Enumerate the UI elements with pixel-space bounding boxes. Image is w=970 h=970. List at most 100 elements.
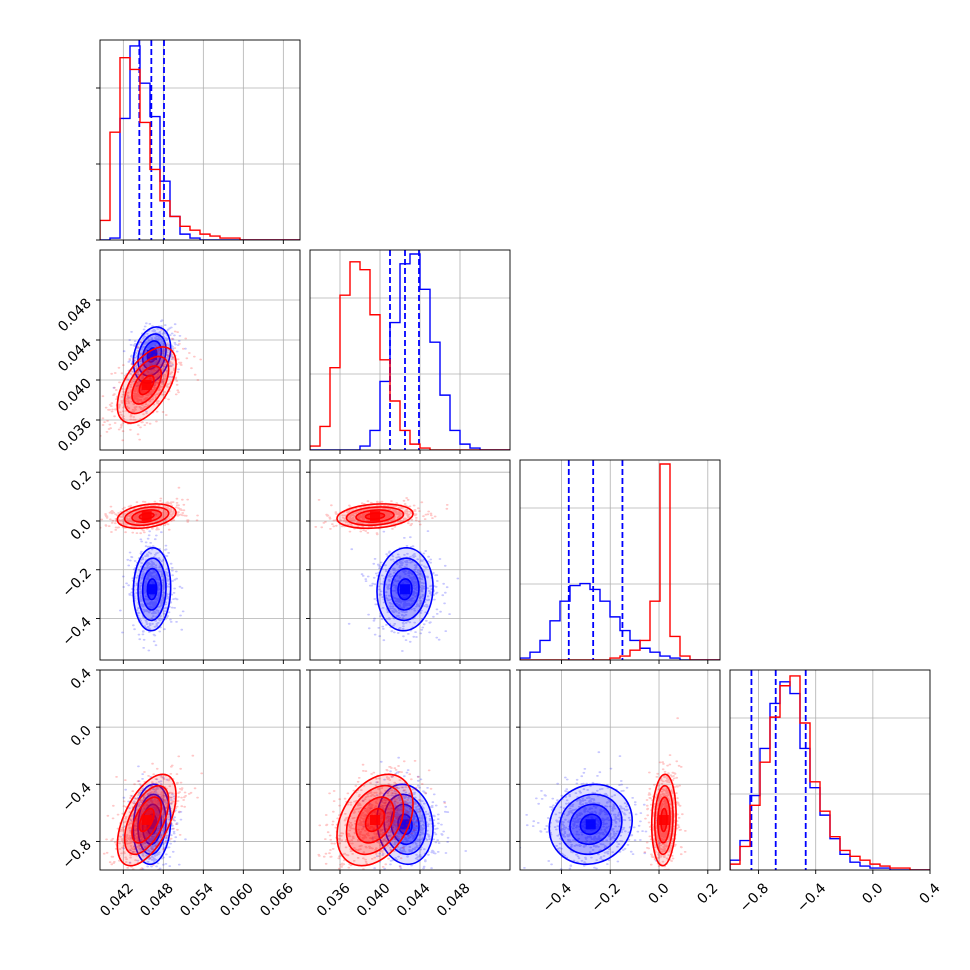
- density-peak-blue: [400, 819, 410, 830]
- density-peak-red: [141, 815, 152, 825]
- contour-red: [650, 773, 677, 867]
- x-tick-label: 0.048: [434, 880, 474, 920]
- contour-blue: [383, 557, 427, 622]
- histogram-red: [310, 261, 510, 450]
- x-tick-label: 0.2: [694, 880, 721, 907]
- x-tick-label: 0.4: [917, 880, 944, 907]
- panel-3-2: −0.4 −0.2 0.0 0.2: [516, 669, 721, 916]
- contour-red: [131, 509, 163, 523]
- histogram-blue: [100, 45, 300, 240]
- density-peak-red: [658, 815, 669, 825]
- histogram-blue: [310, 253, 510, 450]
- contour-blue: [376, 783, 434, 866]
- x-tick-label: −0.2: [589, 880, 624, 915]
- panel-frame: [729, 669, 931, 871]
- y-tick-label: −0.8: [59, 837, 94, 872]
- y-tick-label: 0.2: [68, 468, 95, 495]
- panel-plot-area: [100, 250, 300, 450]
- contour-red: [364, 807, 386, 833]
- density-peak-blue: [147, 819, 157, 830]
- panel-frame: [99, 459, 301, 661]
- density-peak-red: [141, 511, 152, 522]
- y-tick-label: 0.0: [68, 723, 95, 750]
- contour-red: [336, 773, 414, 867]
- density-peak-red: [370, 511, 380, 522]
- histogram-red: [520, 463, 720, 660]
- x-tick-label: 0.036: [314, 880, 354, 920]
- x-tick-label: −0.8: [737, 880, 772, 915]
- y-tick-label: −0.4: [59, 614, 94, 649]
- panel-frame: [99, 249, 301, 451]
- contour-blue: [397, 578, 413, 601]
- scatter-points-blue: [520, 751, 661, 870]
- contour-red: [138, 807, 155, 833]
- panel-plot-area: [310, 250, 510, 450]
- panel-1-1: [309, 249, 511, 454]
- contour-red: [345, 506, 405, 527]
- density-peak-blue: [147, 350, 157, 360]
- contour-red: [116, 346, 177, 424]
- panel-3-1: 0.036 0.040 0.044 0.048: [306, 669, 511, 920]
- contour-red: [116, 773, 177, 867]
- contour-red: [116, 503, 177, 530]
- x-tick-label: 0.044: [394, 880, 434, 920]
- contour-blue: [558, 793, 623, 856]
- panel-frame: [309, 459, 511, 661]
- panel-plot-area: [520, 460, 720, 660]
- y-tick-label: 0.036: [55, 415, 95, 455]
- panel-frame: [309, 669, 511, 871]
- panel-plot-area: [310, 670, 510, 870]
- density-peak-red: [370, 815, 380, 825]
- x-tick-label: 0.0: [646, 880, 673, 907]
- contour-red: [355, 509, 395, 523]
- x-tick-label: −0.4: [540, 880, 575, 915]
- contour-blue: [137, 557, 167, 622]
- y-tick-label: 0.0: [68, 516, 95, 543]
- y-tick-label: 0.048: [55, 296, 95, 336]
- panel-2-1: [306, 459, 511, 664]
- x-tick-label: 0.054: [177, 880, 217, 920]
- y-tick-label: 0.040: [55, 376, 95, 416]
- panel-plot-area: [310, 460, 510, 660]
- panel-plot-area: [100, 670, 300, 870]
- panel-3-0: 0.042 0.048 0.054 0.060 0.066 −0.8 −0.4 0.0 0.4: [59, 665, 301, 920]
- contour-red: [131, 796, 163, 844]
- contour-red: [131, 365, 163, 405]
- panel-frame: [99, 669, 301, 871]
- contour-red: [123, 784, 170, 856]
- contour-red: [123, 506, 170, 527]
- contour-blue: [132, 547, 172, 632]
- contour-red: [123, 355, 170, 415]
- panel-2-0: −0.4 −0.2 0.0 0.2: [59, 459, 301, 664]
- density-peak-blue: [585, 819, 596, 830]
- panel-plot-area: [100, 40, 300, 240]
- x-tick-label: 0.060: [217, 880, 257, 920]
- density-peak-blue: [400, 584, 410, 595]
- panel-plot-area: [100, 460, 300, 660]
- panel-plot-area: [520, 670, 720, 870]
- panel-frame: [519, 669, 721, 871]
- contour-blue: [376, 547, 434, 632]
- density-peak-blue: [147, 584, 157, 595]
- contour-blue: [390, 567, 420, 611]
- histogram-blue: [520, 582, 720, 660]
- panel-3-3: −0.8 −0.4 0.0 0.4: [729, 669, 944, 916]
- x-tick-label: 0.048: [137, 880, 177, 920]
- density-peak-red: [141, 380, 152, 390]
- histogram-red: [100, 57, 300, 240]
- panel-plot-area: [730, 670, 930, 870]
- y-tick-label: 0.044: [55, 335, 95, 375]
- x-tick-label: 0.066: [257, 880, 297, 920]
- x-tick-label: 0.0: [859, 880, 886, 907]
- x-tick-label: −0.4: [794, 880, 829, 915]
- contour-blue: [141, 567, 163, 611]
- panel-2-2: [519, 459, 721, 664]
- contour-red: [657, 796, 671, 844]
- contour-blue: [548, 783, 633, 866]
- y-tick-label: 0.4: [68, 665, 95, 692]
- x-tick-label: 0.042: [97, 880, 137, 920]
- panel-frame: [309, 249, 511, 451]
- y-tick-label: −0.4: [59, 780, 94, 815]
